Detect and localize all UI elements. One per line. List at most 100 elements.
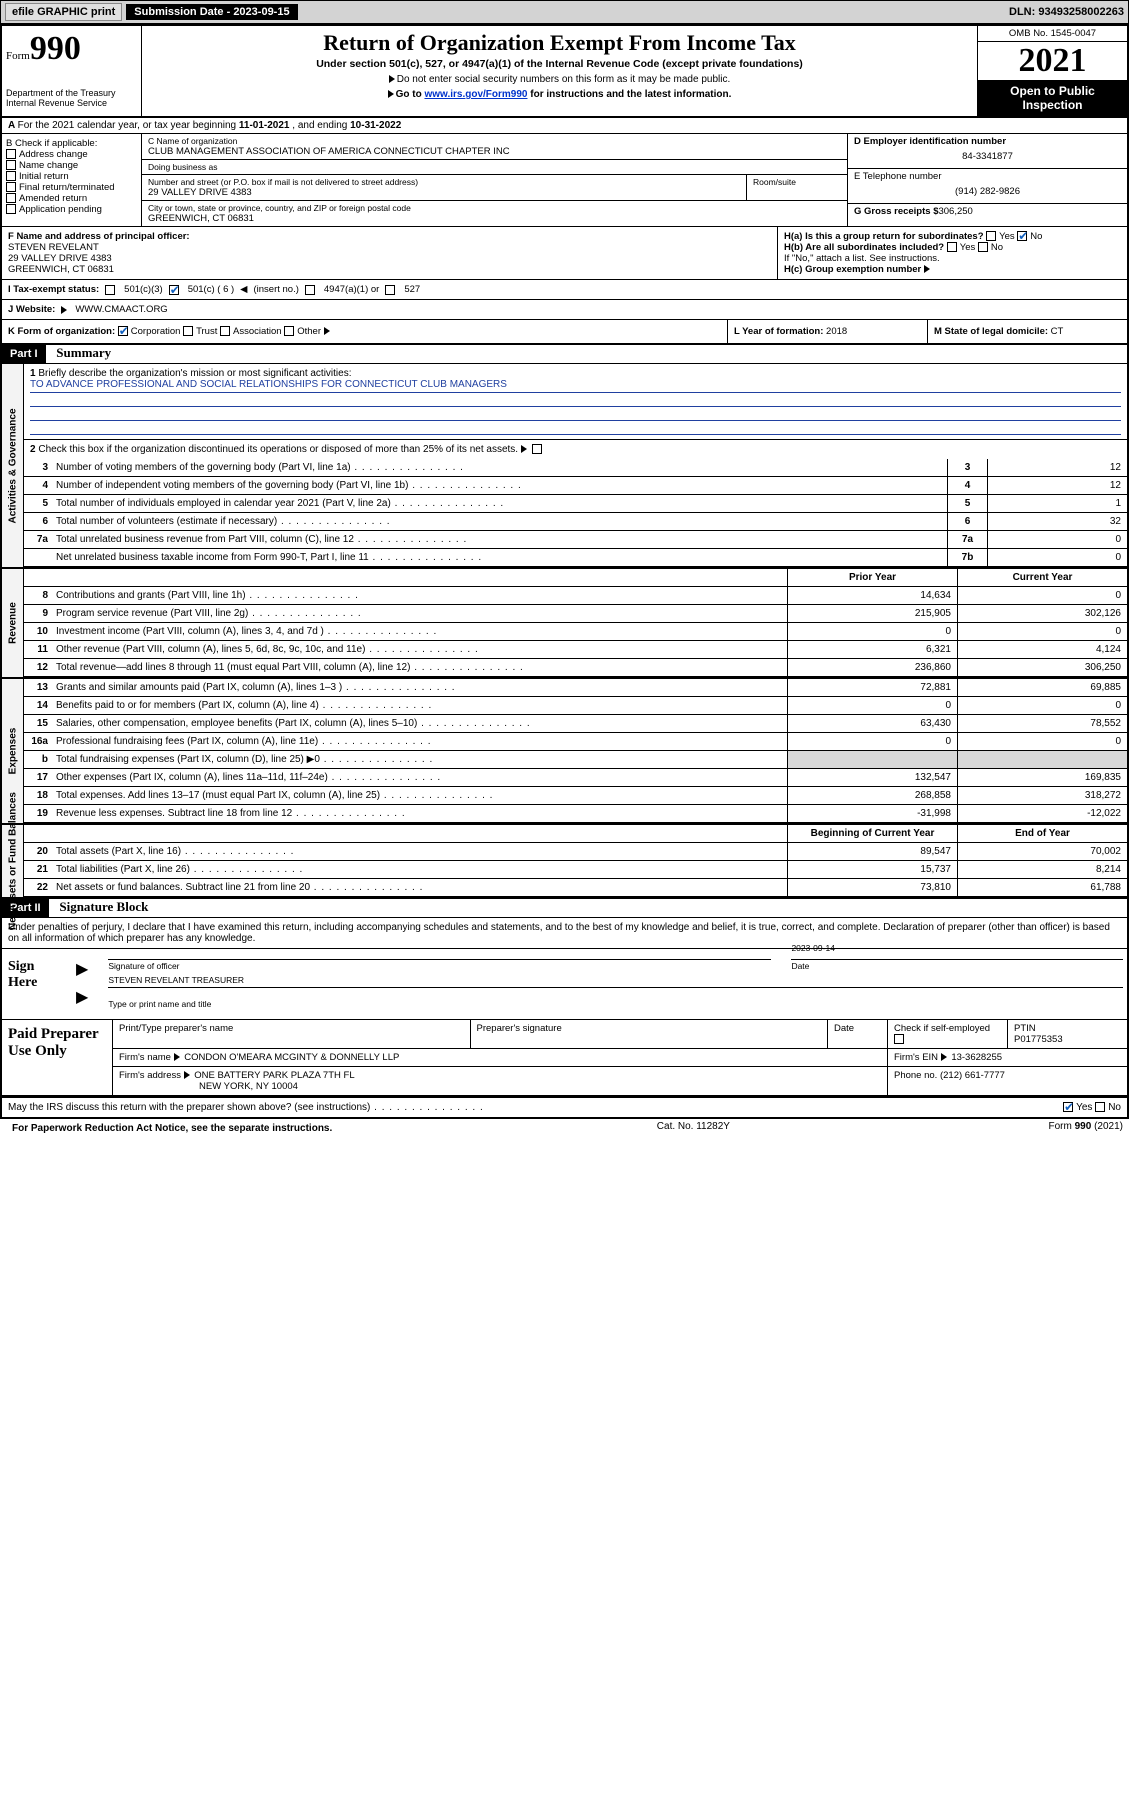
preparer-row-2: Firm's name CONDON O'MEARA MCGINTY & DON… [112,1049,1127,1067]
gross-receipts-cell: G Gross receipts $306,250 [848,204,1127,219]
table-row: 12Total revenue—add lines 8 through 11 (… [24,659,1127,677]
irs-link[interactable]: www.irs.gov/Form990 [424,89,527,100]
triangle-icon [389,75,395,83]
eoy-header: End of Year [957,825,1127,842]
row-a-tax-year: A For the 2021 calendar year, or tax yea… [2,118,1127,134]
signature-content: ▶ Signature of officer Date2023-09-14 ▶ … [72,949,1127,1019]
identity-block: B Check if applicable: Address change Na… [2,134,1127,227]
checkbox-amended-return[interactable]: Amended return [6,193,137,204]
efile-print-button[interactable]: efile GRAPHIC print [5,3,122,21]
column-b-checkboxes: B Check if applicable: Address change Na… [2,134,142,226]
k-trust-checkbox[interactable] [183,326,193,336]
q2-checkbox[interactable] [532,444,542,454]
form-container: Form990 Department of the Treasury Inter… [0,24,1129,1119]
self-employed-checkbox[interactable] [894,1034,904,1044]
org-name-cell: C Name of organization CLUB MANAGEMENT A… [142,134,847,160]
table-row: 5Total number of individuals employed in… [24,495,1127,513]
triangle-icon [924,265,930,273]
status-501c-checkbox[interactable] [169,285,179,295]
hb-row: H(b) Are all subordinates included? Yes … [784,242,1121,253]
governance-lines: 3Number of voting members of the governi… [24,459,1127,567]
table-row: 4Number of independent voting members of… [24,477,1127,495]
hb-yes-checkbox[interactable] [947,242,957,252]
preparer-row-1: Print/Type preparer's name Preparer's si… [112,1020,1127,1049]
header-right: OMB No. 1545-0047 2021 Open to Public In… [977,26,1127,116]
ha-no-checkbox[interactable] [1017,231,1027,241]
table-row: 13Grants and similar amounts paid (Part … [24,679,1127,697]
section-governance: Activities & Governance 1 Briefly descri… [2,364,1127,569]
h-questions: H(a) Is this a group return for subordin… [777,227,1127,279]
preparer-row-3: Firm's address ONE BATTERY PARK PLAZA 7T… [112,1067,1127,1095]
section-revenue: Revenue Prior Year Current Year 8Contrib… [2,569,1127,679]
firm-ein-cell: Firm's EIN 13-3628255 [887,1049,1127,1066]
table-row: 16aProfessional fundraising fees (Part I… [24,733,1127,751]
checkbox-address-change[interactable]: Address change [6,149,137,160]
table-row: 19Revenue less expenses. Subtract line 1… [24,805,1127,823]
preparer-name-cell: Print/Type preparer's name [112,1020,470,1048]
city-cell: City or town, state or province, country… [142,201,847,226]
revenue-col-headers: Prior Year Current Year [24,569,1127,587]
status-527-checkbox[interactable] [385,285,395,295]
form-number: Form990 [6,30,137,68]
paperwork-notice: For Paperwork Reduction Act Notice, see … [6,1121,338,1136]
prior-year-header: Prior Year [787,569,957,586]
form-title: Return of Organization Exempt From Incom… [150,30,969,56]
checkbox-name-change[interactable]: Name change [6,160,137,171]
table-row: 11Other revenue (Part VIII, column (A), … [24,641,1127,659]
k-other-checkbox[interactable] [284,326,294,336]
table-row: bTotal fundraising expenses (Part IX, co… [24,751,1127,769]
triangle-icon [61,306,67,314]
room-suite-cell: Room/suite [747,175,847,200]
sign-here-label: Sign Here [2,949,72,1019]
ha-yes-checkbox[interactable] [986,231,996,241]
side-revenue: Revenue [2,569,24,677]
discuss-question: May the IRS discuss this return with the… [8,1102,1063,1113]
col-b-header: B Check if applicable: [6,138,137,149]
street-cell: Number and street (or P.O. box if mail i… [142,175,747,200]
principal-officer: F Name and address of principal officer:… [2,227,777,279]
status-501c3-checkbox[interactable] [105,285,115,295]
street-row: Number and street (or P.O. box if mail i… [142,175,847,201]
discuss-yes-no: Yes No [1063,1102,1121,1113]
form-subtitle: Under section 501(c), 527, or 4947(a)(1)… [150,58,969,70]
section-expenses: Expenses 13Grants and similar amounts pa… [2,679,1127,825]
omb-number: OMB No. 1545-0047 [978,26,1127,42]
table-row: Net unrelated business taxable income fr… [24,549,1127,567]
row-k-l-m: K Form of organization: Corporation Trus… [2,320,1127,345]
signature-arrow-icon: ▶ [76,959,88,981]
k-corporation-checkbox[interactable] [118,326,128,336]
side-netassets: Net Assets or Fund Balances [2,825,24,897]
discuss-yes-checkbox[interactable] [1063,1102,1073,1112]
table-row: 15Salaries, other compensation, employee… [24,715,1127,733]
row-j-website: J Website: WWW.CMAACT.ORG [2,300,1127,320]
governance-body: 1 Briefly describe the organization's mi… [24,364,1127,567]
table-row: 21Total liabilities (Part X, line 26)15,… [24,861,1127,879]
boy-header: Beginning of Current Year [787,825,957,842]
checkbox-final-return[interactable]: Final return/terminated [6,182,137,193]
column-c-org-info: C Name of organization CLUB MANAGEMENT A… [142,134,847,226]
q2-block: 2 Check this box if the organization dis… [24,439,1127,459]
paid-preparer-grid: Print/Type preparer's name Preparer's si… [112,1020,1127,1095]
checkbox-application-pending[interactable]: Application pending [6,204,137,215]
paid-preparer-block: Paid Preparer Use Only Print/Type prepar… [2,1020,1127,1097]
part1-title: Summary [48,345,111,360]
top-toolbar: efile GRAPHIC print Submission Date - 20… [0,0,1129,24]
current-year-header: Current Year [957,569,1127,586]
hc-row: H(c) Group exemption number [784,264,1121,275]
discuss-no-checkbox[interactable] [1095,1102,1105,1112]
table-row: 22Net assets or fund balances. Subtract … [24,879,1127,897]
hb-no-checkbox[interactable] [978,242,988,252]
ein-cell: D Employer identification number 84-3341… [848,134,1127,169]
triangle-icon [941,1053,947,1061]
checkbox-initial-return[interactable]: Initial return [6,171,137,182]
preparer-sig-cell: Preparer's signature [470,1020,828,1048]
status-4947-checkbox[interactable] [305,285,315,295]
preparer-date-cell: Date [827,1020,887,1048]
revenue-lines: 8Contributions and grants (Part VIII, li… [24,587,1127,677]
mission-block: 1 Briefly describe the organization's mi… [24,364,1127,439]
sign-here-block: Sign Here ▶ Signature of officer Date202… [2,949,1127,1020]
open-inspection-badge: Open to Public Inspection [978,80,1127,116]
triangle-icon [324,327,330,335]
k-association-checkbox[interactable] [220,326,230,336]
table-row: 3Number of voting members of the governi… [24,459,1127,477]
